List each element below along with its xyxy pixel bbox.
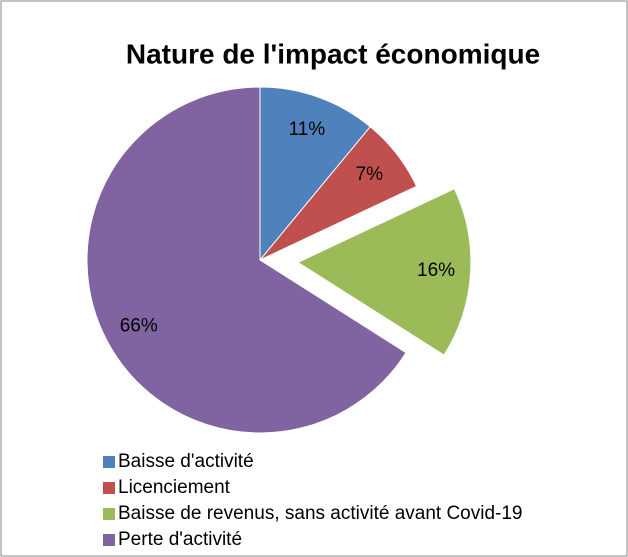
legend-label: Perte d'activité (118, 529, 242, 550)
data-label: 7% (356, 164, 384, 185)
data-label: 16% (417, 260, 455, 281)
pie-slice (296, 188, 472, 356)
legend-label: Licenciement (118, 477, 231, 498)
chart-title: Nature de l'impact économique (126, 38, 540, 69)
pie-slice (86, 86, 407, 434)
pie-slice (259, 125, 418, 261)
legend-swatch (103, 482, 115, 494)
legend-label: Baisse d'activité (118, 451, 254, 472)
legend-label: Baisse de revenus, sans activité avant C… (118, 503, 523, 524)
data-label: 11% (289, 119, 326, 140)
pie-slice (259, 86, 371, 262)
legend-swatch (103, 456, 115, 468)
data-label: 66% (120, 316, 158, 337)
legend-swatch (103, 534, 115, 546)
legend-swatch (103, 508, 115, 520)
